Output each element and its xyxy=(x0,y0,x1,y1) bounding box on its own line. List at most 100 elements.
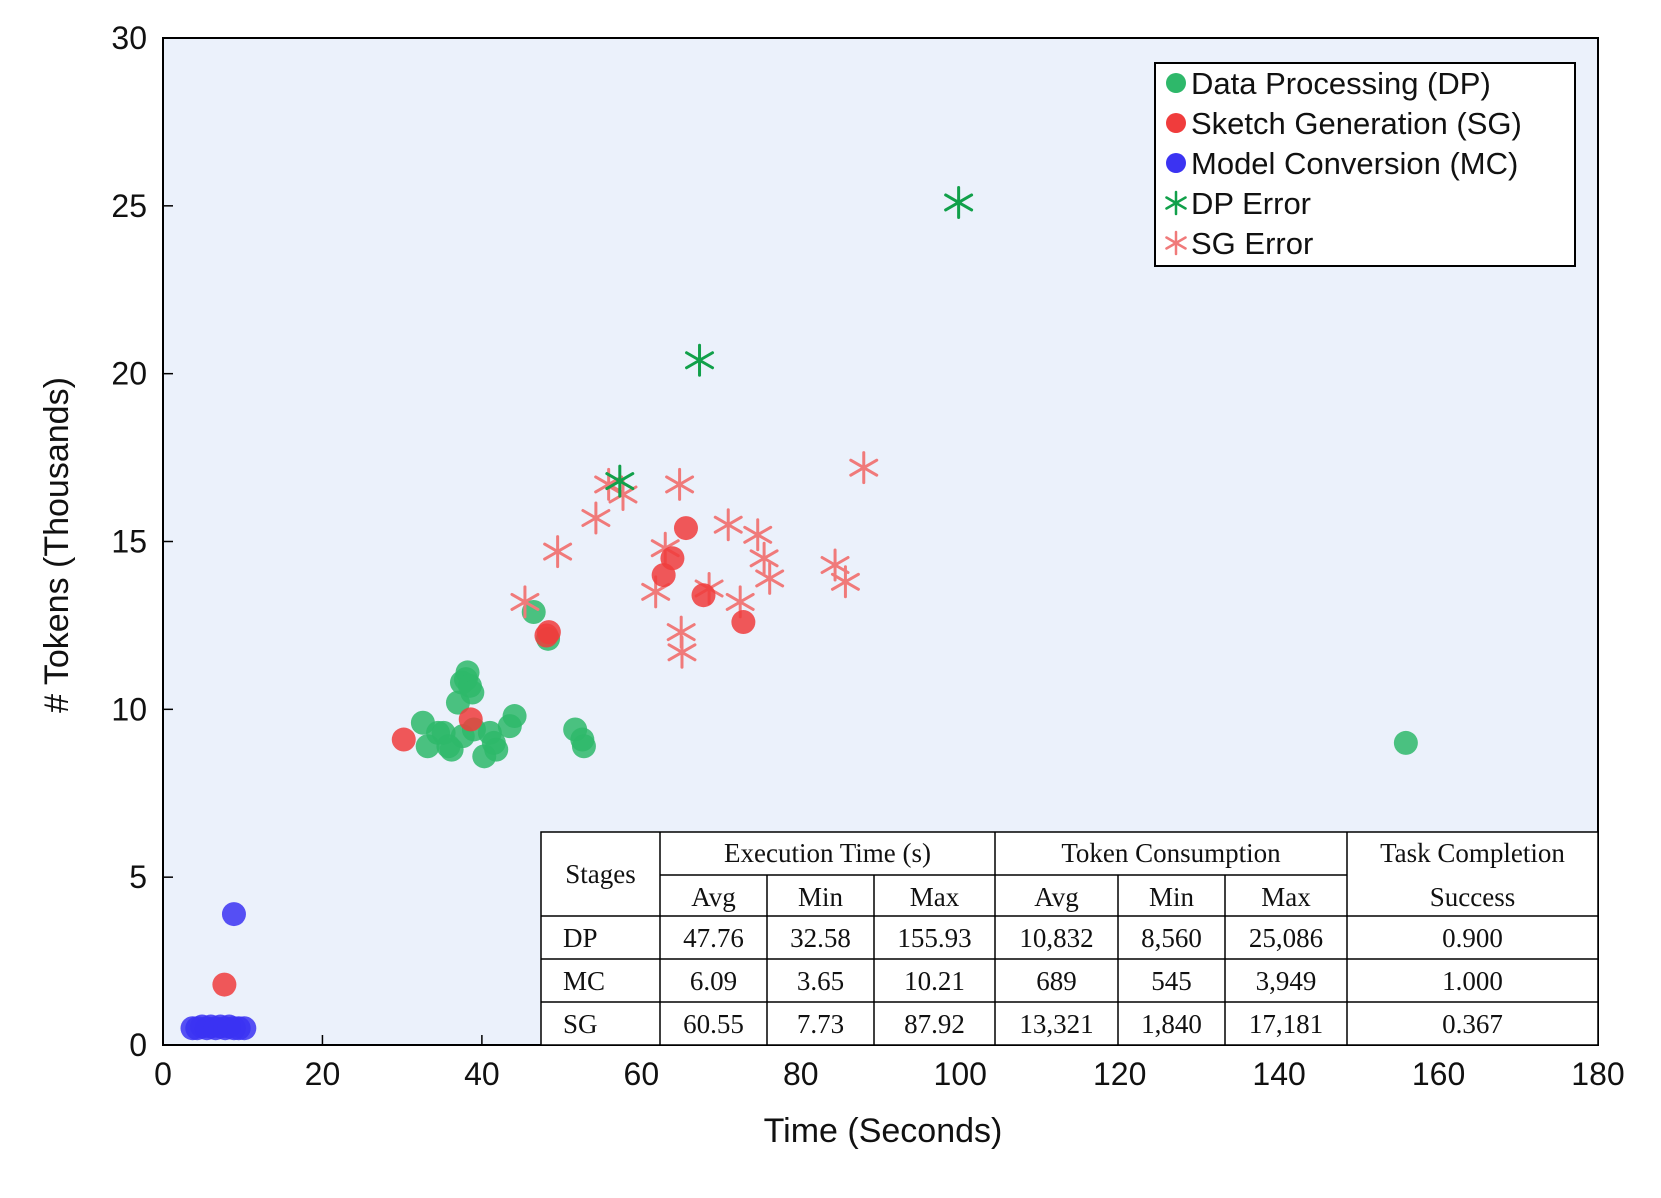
legend-marker-dp-error xyxy=(1165,190,1187,216)
point-sketch-generation-sg xyxy=(391,727,416,752)
legend: Data Processing (DP) Sketch Generation (S… xyxy=(1154,62,1576,267)
table-row-label: DP xyxy=(563,923,598,953)
legend-marker-sketch-generation-sg xyxy=(1166,113,1186,133)
table-cell: 6.09 xyxy=(690,966,737,996)
table-header-token-consumption: Token Consumption xyxy=(1061,838,1281,868)
y-tick-label: 30 xyxy=(111,20,147,56)
point-sketch-generation-sg xyxy=(673,516,698,541)
table-subheader: Avg xyxy=(1034,882,1079,912)
y-tick-label: 20 xyxy=(111,356,147,392)
point-model-conversion-mc xyxy=(232,1016,257,1041)
legend-label-sg-error: SG Error xyxy=(1191,226,1313,261)
point-data-processing-dp xyxy=(1393,730,1418,755)
table-subheader: Max xyxy=(910,882,960,912)
point-sg-error xyxy=(665,467,695,501)
point-sketch-generation-sg xyxy=(731,610,756,635)
table-cell: 60.55 xyxy=(683,1009,744,1039)
point-sg-error xyxy=(849,451,879,485)
point-sg-error xyxy=(755,561,785,595)
table-cell: 1.000 xyxy=(1442,966,1503,996)
table-header-task-completion: Task Completion xyxy=(1380,838,1565,868)
point-data-processing-dp xyxy=(484,737,509,762)
point-dp-error xyxy=(685,343,715,377)
x-tick-label: 40 xyxy=(464,1056,500,1092)
point-data-processing-dp xyxy=(460,680,485,705)
table-cell: 10,832 xyxy=(1019,923,1093,953)
table-subheader: Min xyxy=(798,882,844,912)
table-cell: 0.367 xyxy=(1442,1009,1503,1039)
table-subheader: Avg xyxy=(691,882,736,912)
legend-label-model-conversion-mc: Model Conversion (MC) xyxy=(1191,146,1518,181)
x-tick-label: 120 xyxy=(1093,1056,1146,1092)
table-cell: 47.76 xyxy=(683,923,744,953)
table-cell: 32.58 xyxy=(790,923,851,953)
legend-label-sketch-generation-sg: Sketch Generation (SG) xyxy=(1191,106,1522,141)
table-cell: 7.73 xyxy=(797,1009,844,1039)
point-sg-error xyxy=(581,501,611,535)
table-cell: 1,840 xyxy=(1141,1009,1202,1039)
point-data-processing-dp xyxy=(571,734,596,759)
point-sketch-generation-sg xyxy=(458,707,483,732)
y-tick-label: 5 xyxy=(129,859,147,895)
y-tick-label: 25 xyxy=(111,188,147,224)
legend-marker-model-conversion-mc xyxy=(1166,153,1186,173)
table-cell: 3,949 xyxy=(1256,966,1317,996)
table-row-label: SG xyxy=(563,1009,598,1039)
x-tick-label: 140 xyxy=(1252,1056,1305,1092)
table-cell: 13,321 xyxy=(1019,1009,1093,1039)
table-cell: 17,181 xyxy=(1249,1009,1323,1039)
table-cell: 0.900 xyxy=(1442,923,1503,953)
table-header-execution-time: Execution Time (s) xyxy=(724,838,931,868)
table-cell: 3.65 xyxy=(797,966,844,996)
table-subheader: Min xyxy=(1149,882,1195,912)
legend-marker-data-processing-dp xyxy=(1166,73,1186,93)
summary-table: Stages Execution Time (s) Token Consumptio… xyxy=(540,831,1599,1046)
point-dp-error xyxy=(605,464,635,498)
table-cell: 25,086 xyxy=(1249,923,1323,953)
x-tick-label: 160 xyxy=(1412,1056,1465,1092)
legend-box xyxy=(1154,62,1576,267)
table-header-stages: Stages xyxy=(565,859,636,889)
table-cell: 87.92 xyxy=(904,1009,965,1039)
point-sg-error xyxy=(830,565,860,599)
table-subheader: Success xyxy=(1430,882,1515,912)
points-layer xyxy=(180,185,1418,1041)
legend-label-dp-error: DP Error xyxy=(1191,186,1311,221)
point-sg-error xyxy=(743,518,773,552)
point-sg-error xyxy=(713,508,743,542)
point-data-processing-dp xyxy=(502,704,527,729)
legend-label-data-processing-dp: Data Processing (DP) xyxy=(1191,66,1491,101)
y-axis-label: # Tokens (Thousands) xyxy=(38,377,76,713)
x-tick-label: 0 xyxy=(154,1056,172,1092)
x-tick-label: 60 xyxy=(624,1056,660,1092)
x-axis-label: Time (Seconds) xyxy=(764,1112,1003,1150)
y-tick-label: 15 xyxy=(111,524,147,560)
table-cell: 689 xyxy=(1036,966,1077,996)
point-sketch-generation-sg xyxy=(536,620,561,645)
x-tick-label: 20 xyxy=(305,1056,341,1092)
table-cell: 155.93 xyxy=(897,923,971,953)
y-tick-label: 10 xyxy=(111,691,147,727)
table-cell: 8,560 xyxy=(1141,923,1202,953)
legend-marker-sg-error xyxy=(1165,230,1187,256)
point-sg-error xyxy=(510,585,540,619)
x-tick-label: 180 xyxy=(1571,1056,1624,1092)
point-sketch-generation-sg xyxy=(212,972,237,997)
axis-ticks: 0 20 40 60 80 100 120 140 160 180 0 5 10 15 20 25 30 xyxy=(111,20,1624,1092)
point-sg-error xyxy=(749,541,779,575)
y-tick-label: 0 xyxy=(129,1027,147,1063)
table-row-label: MC xyxy=(563,966,605,996)
table-frame xyxy=(540,831,1599,1046)
point-sg-error xyxy=(543,535,573,569)
point-model-conversion-mc xyxy=(221,902,246,927)
point-sketch-generation-sg xyxy=(691,583,716,608)
x-tick-label: 80 xyxy=(783,1056,819,1092)
point-sketch-generation-sg xyxy=(660,546,685,571)
table-subheader: Max xyxy=(1261,882,1311,912)
point-data-processing-dp xyxy=(521,599,546,624)
table-cell: 10.21 xyxy=(904,966,965,996)
point-dp-error xyxy=(944,185,974,219)
table-cell: 545 xyxy=(1151,966,1192,996)
